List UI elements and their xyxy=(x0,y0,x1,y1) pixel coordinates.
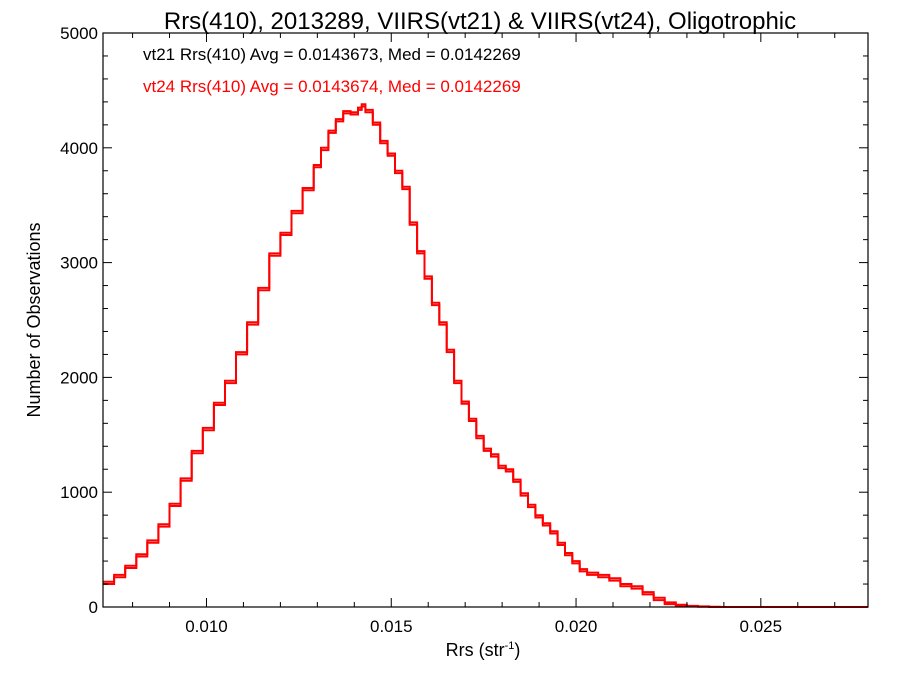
annotation-vt24: vt24 Rrs(410) Avg = 0.0143674, Med = 0.0… xyxy=(143,77,521,96)
x-axis-label-main: Rrs (str xyxy=(446,640,505,660)
x-tick-label: 0.025 xyxy=(740,617,783,636)
x-axis-label-close: ) xyxy=(514,640,520,660)
y-tick-label: 1000 xyxy=(60,483,98,502)
x-tick-label: 0.010 xyxy=(185,617,228,636)
plot-frame xyxy=(102,32,869,608)
y-tick-label: 2000 xyxy=(60,368,98,387)
x-tick-label: 0.020 xyxy=(555,617,598,636)
x-axis-label-superscript: -1 xyxy=(505,640,515,652)
y-axis-label: Number of Observations xyxy=(24,222,44,417)
histogram-series-1 xyxy=(103,105,868,608)
x-tick-label: 0.015 xyxy=(370,617,413,636)
y-tick-label: 0 xyxy=(89,598,98,617)
y-tick-label: 3000 xyxy=(60,254,98,273)
y-tick-label: 4000 xyxy=(60,139,98,158)
chart-title: Rrs(410), 2013289, VIIRS(vt21) & VIIRS(v… xyxy=(164,8,796,35)
plot-area: 0 1000 2000 3000 4000 5000 0.010 0.015 0.020 0.02… xyxy=(60,24,869,636)
x-axis-label: Rrs (str-1) xyxy=(446,640,521,660)
annotation-vt21: vt21 Rrs(410) Avg = 0.0143673, Med = 0.0… xyxy=(143,45,521,64)
y-tick-label: 5000 xyxy=(60,24,98,43)
histogram-series-0 xyxy=(103,103,868,608)
